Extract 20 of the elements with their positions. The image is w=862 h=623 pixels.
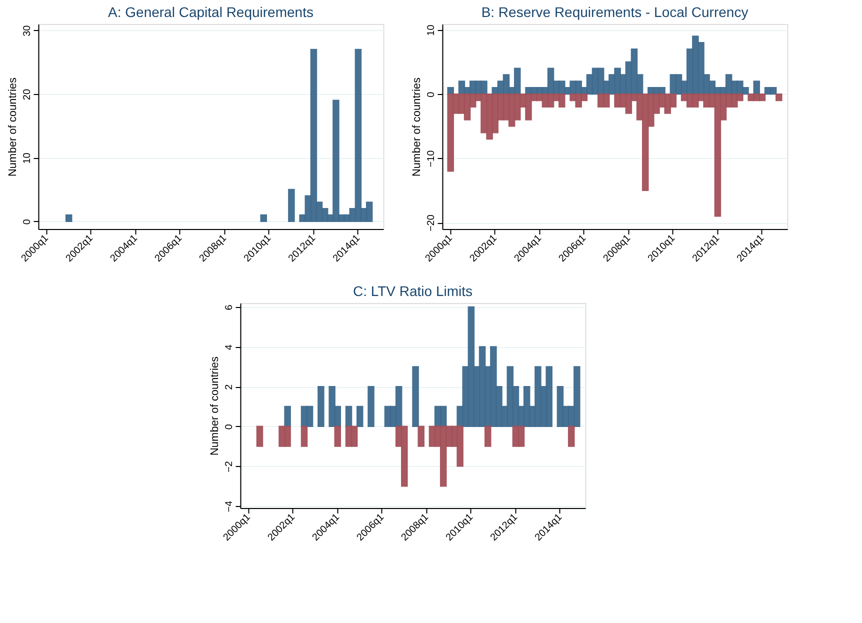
y-axis-title: Number of countries bbox=[208, 356, 221, 456]
chart-title: B: Reserve Requirements - Local Currency bbox=[481, 4, 748, 20]
y-tick-label: 6 bbox=[224, 304, 235, 310]
y-tick-label: 0 bbox=[22, 218, 33, 225]
y-tick-label: 10 bbox=[22, 152, 33, 164]
y-tick-label: −2 bbox=[224, 460, 235, 472]
y-axis-title: Number of countries bbox=[410, 76, 423, 177]
y-axis-title: Number of countries bbox=[6, 76, 19, 177]
y-tick-label: −20 bbox=[426, 214, 437, 232]
chart-title: A: General Capital Requirements bbox=[108, 4, 314, 20]
y-tick-label: 2 bbox=[224, 384, 235, 390]
y-tick-label: 20 bbox=[22, 88, 33, 100]
y-tick-label: −10 bbox=[426, 150, 437, 168]
y-tick-label: 10 bbox=[426, 24, 437, 36]
y-tick-label: 30 bbox=[22, 24, 33, 36]
chart-title: C: LTV Ratio Limits bbox=[352, 283, 473, 299]
y-tick-label: 0 bbox=[426, 91, 437, 98]
y-tick-label: 4 bbox=[224, 344, 235, 350]
y-tick-label: 0 bbox=[224, 424, 235, 430]
y-tick-label: −4 bbox=[224, 500, 235, 512]
